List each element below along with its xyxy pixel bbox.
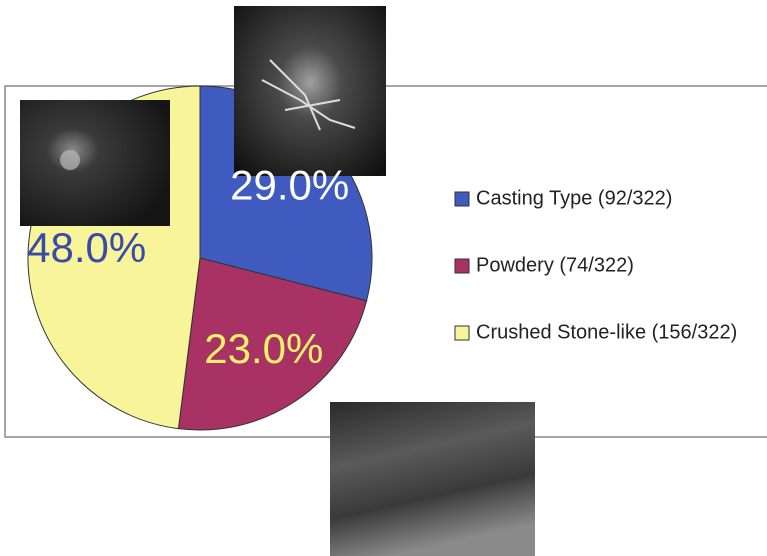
micrograph-detail [60,150,80,170]
legend-label: Casting Type (92/322) [476,187,672,209]
legend-label: Powdery (74/322) [476,254,634,276]
legend-swatch [454,258,470,274]
micrograph [330,402,535,556]
legend: Casting Type (92/322) Powdery (74/322) Cru… [454,187,737,343]
micrograph [20,100,170,226]
legend-swatch [454,191,470,207]
micrograph [234,6,386,176]
pie-slice [177,257,368,431]
legend-swatch [454,325,470,341]
micrographs [20,6,535,556]
micrograph-detail [261,59,356,131]
value-label: 23.0% [204,325,323,372]
value-labels: 29.0% 23.0% 48.0% [27,162,349,372]
value-label: 29.0% [230,162,349,209]
value-label: 48.0% [27,224,146,271]
legend-label: Crushed Stone-like (156/322) [476,321,737,343]
